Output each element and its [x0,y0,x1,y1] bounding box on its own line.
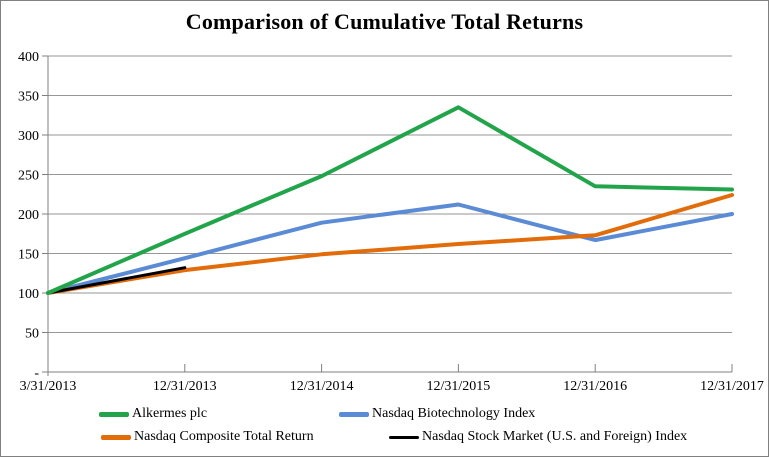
legend-label: Alkermes plc [132,406,208,421]
legend-swatch-nasdaq-biotechnology-index [339,411,369,417]
y-axis-label: - [34,366,39,381]
legend-swatch-nasdaq-stock-market-index [389,435,419,439]
x-axis-label: 3/31/2013 [20,379,77,394]
legend-item-nasdaq-composite-total-return: Nasdaq Composite Total Return [101,428,314,446]
series-line-nasdaq-composite-total-return [46,193,734,295]
y-axis-label: 300 [18,129,39,144]
y-axis-label: 250 [18,169,39,184]
legend-item-nasdaq-stock-market-index: Nasdaq Stock Market (U.S. and Foreign) I… [389,428,687,446]
x-axis-label: 12/31/2013 [153,379,217,394]
y-axis-label: 150 [18,248,39,263]
y-axis-label: 350 [18,90,39,105]
legend-item-alkermes-plc: Alkermes plc [99,405,207,423]
series-line-nasdaq-stock-market-u-s-and-foreign-index [46,266,187,295]
legend-label: Nasdaq Biotechnology Index [372,406,536,421]
legend-swatch-nasdaq-composite-total-return [101,434,131,440]
legend-label: Nasdaq Stock Market (U.S. and Foreign) I… [422,429,688,444]
legend-item-nasdaq-biotechnology-index: Nasdaq Biotechnology Index [339,405,535,423]
legend-swatch-alkermes-plc [99,411,129,417]
chart-title: Comparison of Cumulative Total Returns [185,9,584,34]
x-axis-label: 12/31/2015 [427,379,491,394]
y-axis-label: 50 [25,327,39,342]
x-axis-label: 12/31/2014 [290,379,354,394]
y-axis-label: 100 [18,287,39,302]
x-axis-label: 12/31/2016 [563,379,627,394]
y-axis-label: 200 [18,208,39,223]
legend-label: Nasdaq Composite Total Return [134,429,314,444]
y-axis-label: 400 [18,50,39,65]
x-axis-label: 12/31/2017 [700,379,764,394]
series-line-nasdaq-biotechnology-index [46,202,734,295]
series-line-alkermes-plc [46,105,734,295]
